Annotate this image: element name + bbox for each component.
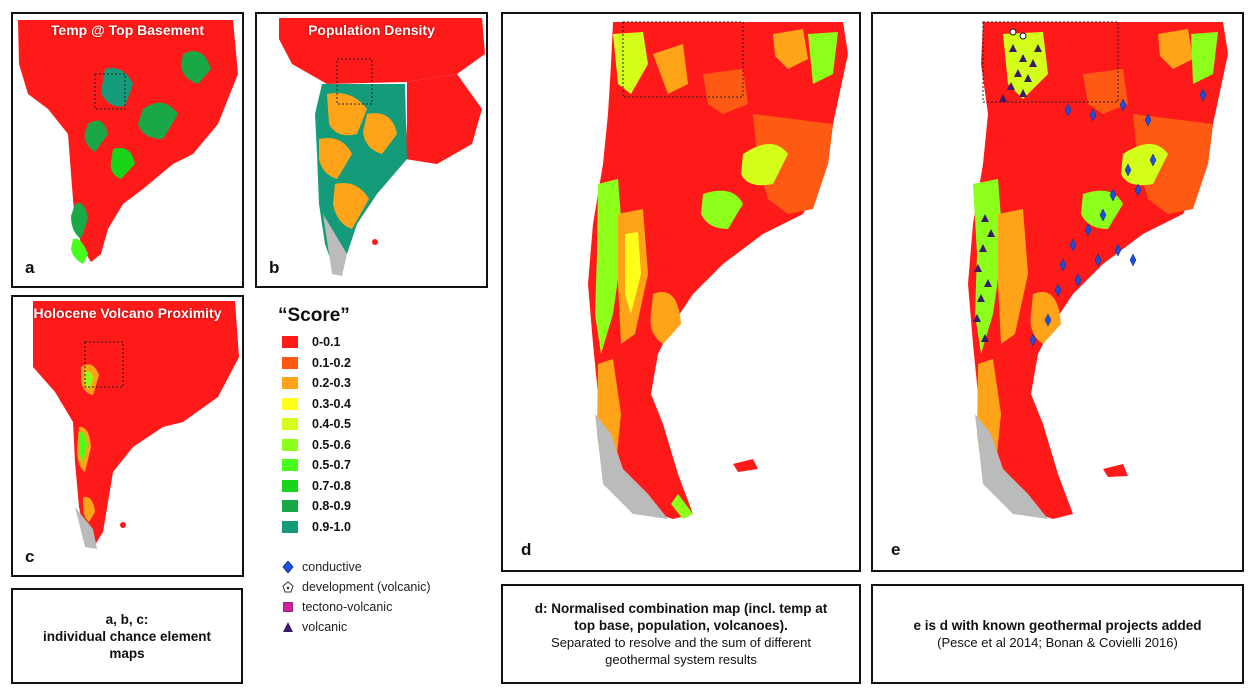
white-pentagon-icon [282, 581, 294, 593]
legend-item: 0.9-1.0 [282, 519, 351, 535]
population-density-map [279, 18, 485, 276]
normalised-combination-map [588, 21, 848, 519]
legend-swatch [282, 459, 298, 471]
caption-d: d: Normalised combination map (incl. tem… [501, 584, 861, 684]
temp-top-basement-map [18, 20, 238, 264]
legend-swatch [282, 520, 298, 533]
legend-item: 0-0.1 [282, 334, 341, 350]
marker-legend-label: volcanic [302, 620, 348, 634]
legend-item: 0.1-0.2 [282, 355, 351, 371]
marker-legend-label: development (volcanic) [302, 580, 431, 594]
legend-item: 0.3-0.4 [282, 396, 351, 412]
panel-b-title: Population Density [308, 22, 435, 38]
caption-d-bold1: d: Normalised combination map (incl. tem… [534, 601, 828, 616]
map-panel-e: e [871, 12, 1244, 572]
legend-label: 0.4-0.5 [312, 417, 351, 431]
caption-abc: a, b, c: individual chance element maps [11, 588, 243, 684]
legend-swatch [282, 336, 298, 348]
legend-label: 0.5-0.6 [312, 437, 351, 452]
legend-item: 0.4-0.5 [282, 416, 351, 432]
legend-swatch [282, 500, 298, 512]
marker-legend-item: volcanic [282, 619, 347, 635]
caption-e-bold: e is d with known geothermal projects ad… [913, 618, 1202, 633]
legend-item: 0.2-0.3 [282, 375, 351, 391]
marker-legend-item: development (volcanic) [282, 579, 431, 595]
legend-item: 0.5-0.6 [282, 437, 351, 453]
legend-label: 0.7-0.8 [312, 478, 351, 493]
legend-item: 0.5-0.7 [282, 457, 351, 473]
map-panel-c: Holocene Volcano Proximity c [11, 295, 244, 577]
map-panel-d: d [501, 12, 861, 572]
panel-b-letter: b [269, 258, 280, 277]
caption-e: e is d with known geothermal projects ad… [871, 584, 1244, 684]
caption-abc-line2: individual chance element [42, 628, 212, 644]
marker-legend-item: conductive [282, 559, 362, 575]
legend-label: 0.8-0.9 [312, 499, 351, 513]
blue-diamond-icon [282, 561, 294, 573]
legend-swatch [282, 479, 298, 492]
magenta-square-icon [283, 602, 293, 612]
marker-legend-label: conductive [302, 560, 362, 574]
panel-e-letter: e [891, 540, 901, 559]
caption-abc-line1: a, b, c: [105, 611, 149, 627]
caption-d-normal1: Separated to resolve and the sum of diff… [551, 635, 811, 650]
marker-legend-item: tectono-volcanic [282, 599, 392, 615]
caption-e-normal: (Pesce et al 2014; Bonan & Covielli 2016… [937, 635, 1178, 650]
legend-label: 0.9-1.0 [312, 519, 351, 534]
map-panel-b: Population Density b [255, 12, 488, 288]
purple-triangle-icon [283, 622, 293, 632]
legend-title: “Score” [278, 305, 350, 326]
marker-legend-label: tectono-volcanic [302, 600, 393, 614]
caption-d-normal2: geothermal system results [605, 652, 757, 667]
legend-swatch [282, 356, 298, 369]
legend-swatch [282, 397, 298, 410]
legend-item: 0.8-0.9 [282, 498, 351, 514]
legend-label: 0.2-0.3 [312, 376, 351, 390]
legend-label: 0.1-0.2 [312, 355, 351, 370]
holocene-volcano-proximity-map [33, 301, 239, 549]
geothermal-projects-map [968, 21, 1228, 519]
caption-d-bold2: top base, population, volcanoes). [574, 618, 788, 633]
panel-d-letter: d [521, 540, 532, 559]
panel-a-letter: a [25, 258, 35, 277]
legend-swatch [282, 377, 298, 389]
legend-item: 0.7-0.8 [282, 478, 351, 494]
caption-abc-line3: maps [109, 645, 145, 661]
legend-label: 0.3-0.4 [312, 396, 351, 411]
map-panel-a: Temp @ Top Basement a [11, 12, 244, 288]
panel-c-letter: c [25, 547, 35, 566]
panel-a-title: Temp @ Top Basement [50, 22, 205, 38]
legend-label: 0.5-0.7 [312, 458, 351, 472]
legend-swatch [282, 418, 298, 430]
legend-label: 0-0.1 [312, 335, 341, 349]
legend-swatch [282, 438, 298, 451]
panel-c-title: Holocene Volcano Proximity [33, 305, 222, 321]
